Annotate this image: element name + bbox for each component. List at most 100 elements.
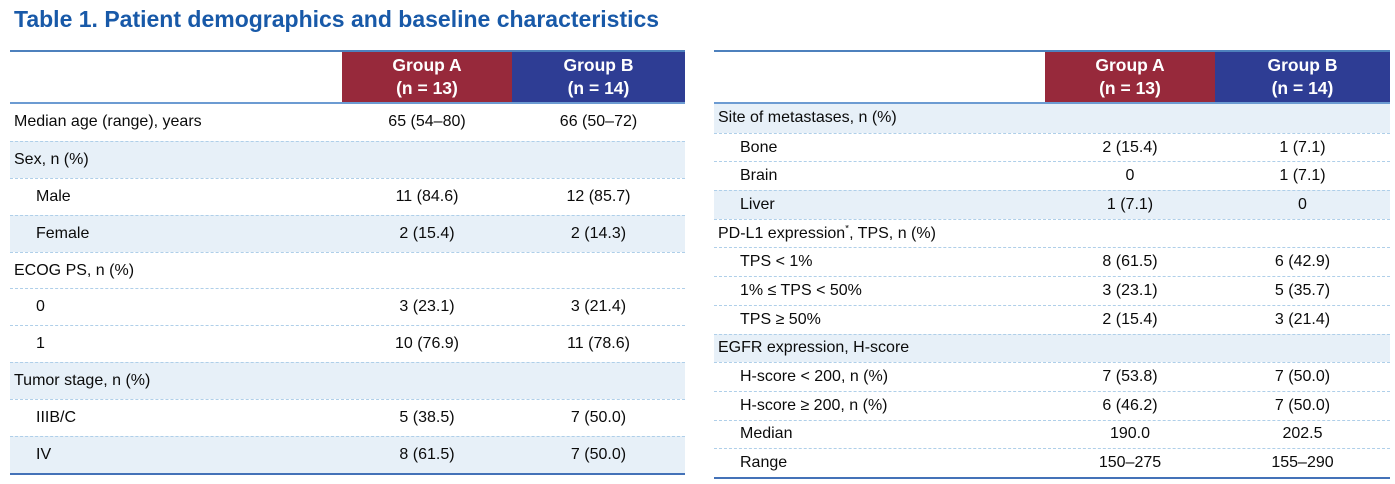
group-name-label: Group B [563, 55, 634, 76]
row-label: EGFR expression, H-score [718, 339, 910, 357]
row-label: Tumor stage, n (%) [14, 372, 151, 390]
row-label: 1% ≤ TPS < 50% [740, 281, 862, 299]
table-row: IV 8 (61.5) 7 (50.0) [10, 436, 685, 473]
value-group-a: 0 [1125, 167, 1135, 185]
value-group-b: 1 (7.1) [1279, 167, 1326, 185]
row-label: TPS < 1% [740, 253, 813, 271]
table-top-border [714, 50, 1390, 52]
value-group-b: 1 (7.1) [1279, 138, 1326, 156]
value-group-a: 10 (76.9) [394, 335, 460, 353]
row-label: H-score ≥ 200, n (%) [740, 396, 888, 414]
section-header-row: ECOG PS, n (%) [10, 251, 685, 289]
row-label: Bone [740, 138, 778, 156]
group-name-label: Group A [1095, 55, 1165, 76]
row-label: Median age (range), years [14, 113, 202, 131]
value-group-a: 65 (54–80) [388, 113, 466, 131]
value-group-b: 7 (50.0) [1274, 368, 1331, 386]
table-row: Median age (range), years 65 (54–80) 66 (5… [10, 104, 685, 141]
value-group-a: 7 (53.8) [1102, 368, 1158, 386]
column-header-group-b: Group B (n = 14) [512, 52, 685, 102]
table-row: Liver 1 (7.1) 0 [714, 190, 1390, 219]
value-group-b: 66 (50–72) [559, 113, 638, 131]
group-n-label: (n = 14) [1271, 78, 1334, 98]
table-row: Female 2 (15.4) 2 (14.3) [10, 214, 685, 252]
table-row: 1 10 (76.9) 11 (78.6) [10, 325, 685, 362]
section-header-row: Sex, n (%) [10, 140, 685, 178]
column-header-group-a: Group A (n = 13) [1045, 52, 1215, 102]
table-row: Brain 0 1 (7.1) [714, 161, 1390, 190]
value-group-b: 7 (50.0) [570, 445, 627, 463]
row-label: Female [36, 224, 90, 242]
row-label: Site of metastases, n (%) [718, 109, 897, 127]
header-bottom-border [10, 102, 685, 104]
value-group-a: 5 (38.5) [399, 409, 455, 427]
value-group-a: 150–275 [1098, 454, 1162, 472]
table-row: Range 150–275 155–290 [714, 448, 1390, 477]
section-header-row: PD-L1 expression*, TPS, n (%) [714, 218, 1390, 248]
table-row: Median 190.0 202.5 [714, 419, 1390, 449]
value-group-b: 3 (21.4) [1274, 310, 1331, 328]
table-body: Site of metastases, n (%) Bone 2 (15.4) 1 (… [714, 104, 1390, 479]
group-name-label: Group A [392, 55, 462, 76]
value-group-a: 2 (15.4) [1102, 310, 1158, 328]
table-row: IIIB/C 5 (38.5) 7 (50.0) [10, 399, 685, 436]
table-title: Table 1. Patient demographics and baseli… [14, 6, 660, 32]
table-header-row: Group A (n = 13) Group B (n = 14) [10, 52, 685, 102]
group-n-label: (n = 13) [396, 78, 458, 98]
value-group-b: 202.5 [1282, 425, 1323, 443]
value-group-b: 7 (50.0) [1274, 396, 1331, 414]
value-group-a: 2 (15.4) [399, 224, 455, 242]
value-group-b: 12 (85.7) [566, 187, 631, 205]
section-header-row: Site of metastases, n (%) [714, 104, 1390, 133]
section-header-row: EGFR expression, H-score [714, 333, 1390, 363]
row-label: PD-L1 expression*, TPS, n (%) [718, 224, 936, 242]
value-group-b: 6 (42.9) [1274, 253, 1331, 271]
value-group-a: 8 (61.5) [1102, 253, 1158, 271]
table-row: 1% ≤ TPS < 50% 3 (23.1) 5 (35.7) [714, 276, 1390, 305]
row-label: TPS ≥ 50% [740, 310, 821, 328]
value-group-b: 2 (14.3) [570, 224, 627, 242]
group-name-label: Group B [1267, 55, 1338, 76]
header-label-spacer [10, 52, 342, 102]
value-group-a: 3 (23.1) [399, 298, 455, 316]
table-row: 0 3 (23.1) 3 (21.4) [10, 288, 685, 325]
footnote-asterisk: * [845, 224, 850, 235]
value-group-a: 6 (46.2) [1102, 396, 1158, 414]
table-row: TPS ≥ 50% 2 (15.4) 3 (21.4) [714, 304, 1390, 334]
row-label: Median [740, 425, 793, 443]
value-group-a: 2 (15.4) [1102, 138, 1158, 156]
section-header-row: Tumor stage, n (%) [10, 362, 685, 400]
column-header-group-b: Group B (n = 14) [1215, 52, 1390, 102]
table-row: H-score ≥ 200, n (%) 6 (46.2) 7 (50.0) [714, 390, 1390, 420]
table-body: Median age (range), years 65 (54–80) 66 (5… [10, 104, 685, 475]
header-label-spacer [714, 52, 1045, 102]
table-row: TPS < 1% 8 (61.5) 6 (42.9) [714, 247, 1390, 276]
row-label: Male [36, 187, 71, 205]
row-label: H-score < 200, n (%) [740, 368, 889, 386]
value-group-a: 190.0 [1109, 425, 1151, 443]
row-label: IIIB/C [36, 409, 77, 427]
row-label: ECOG PS, n (%) [14, 261, 135, 279]
demographics-table-right: Group A (n = 13) Group B (n = 14) Site of me… [714, 50, 1390, 479]
row-label: 1 [36, 335, 45, 353]
demographics-table-left: Group A (n = 13) Group B (n = 14) Median age… [10, 50, 685, 475]
column-header-group-a: Group A (n = 13) [342, 52, 512, 102]
row-label: IV [36, 445, 52, 463]
table-row: Male 11 (84.6) 12 (85.7) [10, 177, 685, 215]
value-group-b: 7 (50.0) [570, 409, 627, 427]
value-group-b: 5 (35.7) [1274, 281, 1331, 299]
row-label: Brain [740, 167, 778, 185]
value-group-b: 11 (78.6) [567, 335, 630, 353]
header-bottom-border [714, 102, 1390, 104]
table-row: Bone 2 (15.4) 1 (7.1) [714, 132, 1390, 162]
value-group-a: 8 (61.5) [399, 445, 455, 463]
row-label: Sex, n (%) [14, 150, 89, 168]
row-label: 0 [36, 298, 45, 316]
value-group-a: 3 (23.1) [1102, 281, 1158, 299]
group-n-label: (n = 14) [567, 78, 630, 98]
value-group-b: 155–290 [1271, 454, 1334, 472]
value-group-b: 3 (21.4) [570, 298, 627, 316]
table-row: H-score < 200, n (%) 7 (53.8) 7 (50.0) [714, 362, 1390, 391]
value-group-a: 1 (7.1) [1106, 195, 1154, 213]
